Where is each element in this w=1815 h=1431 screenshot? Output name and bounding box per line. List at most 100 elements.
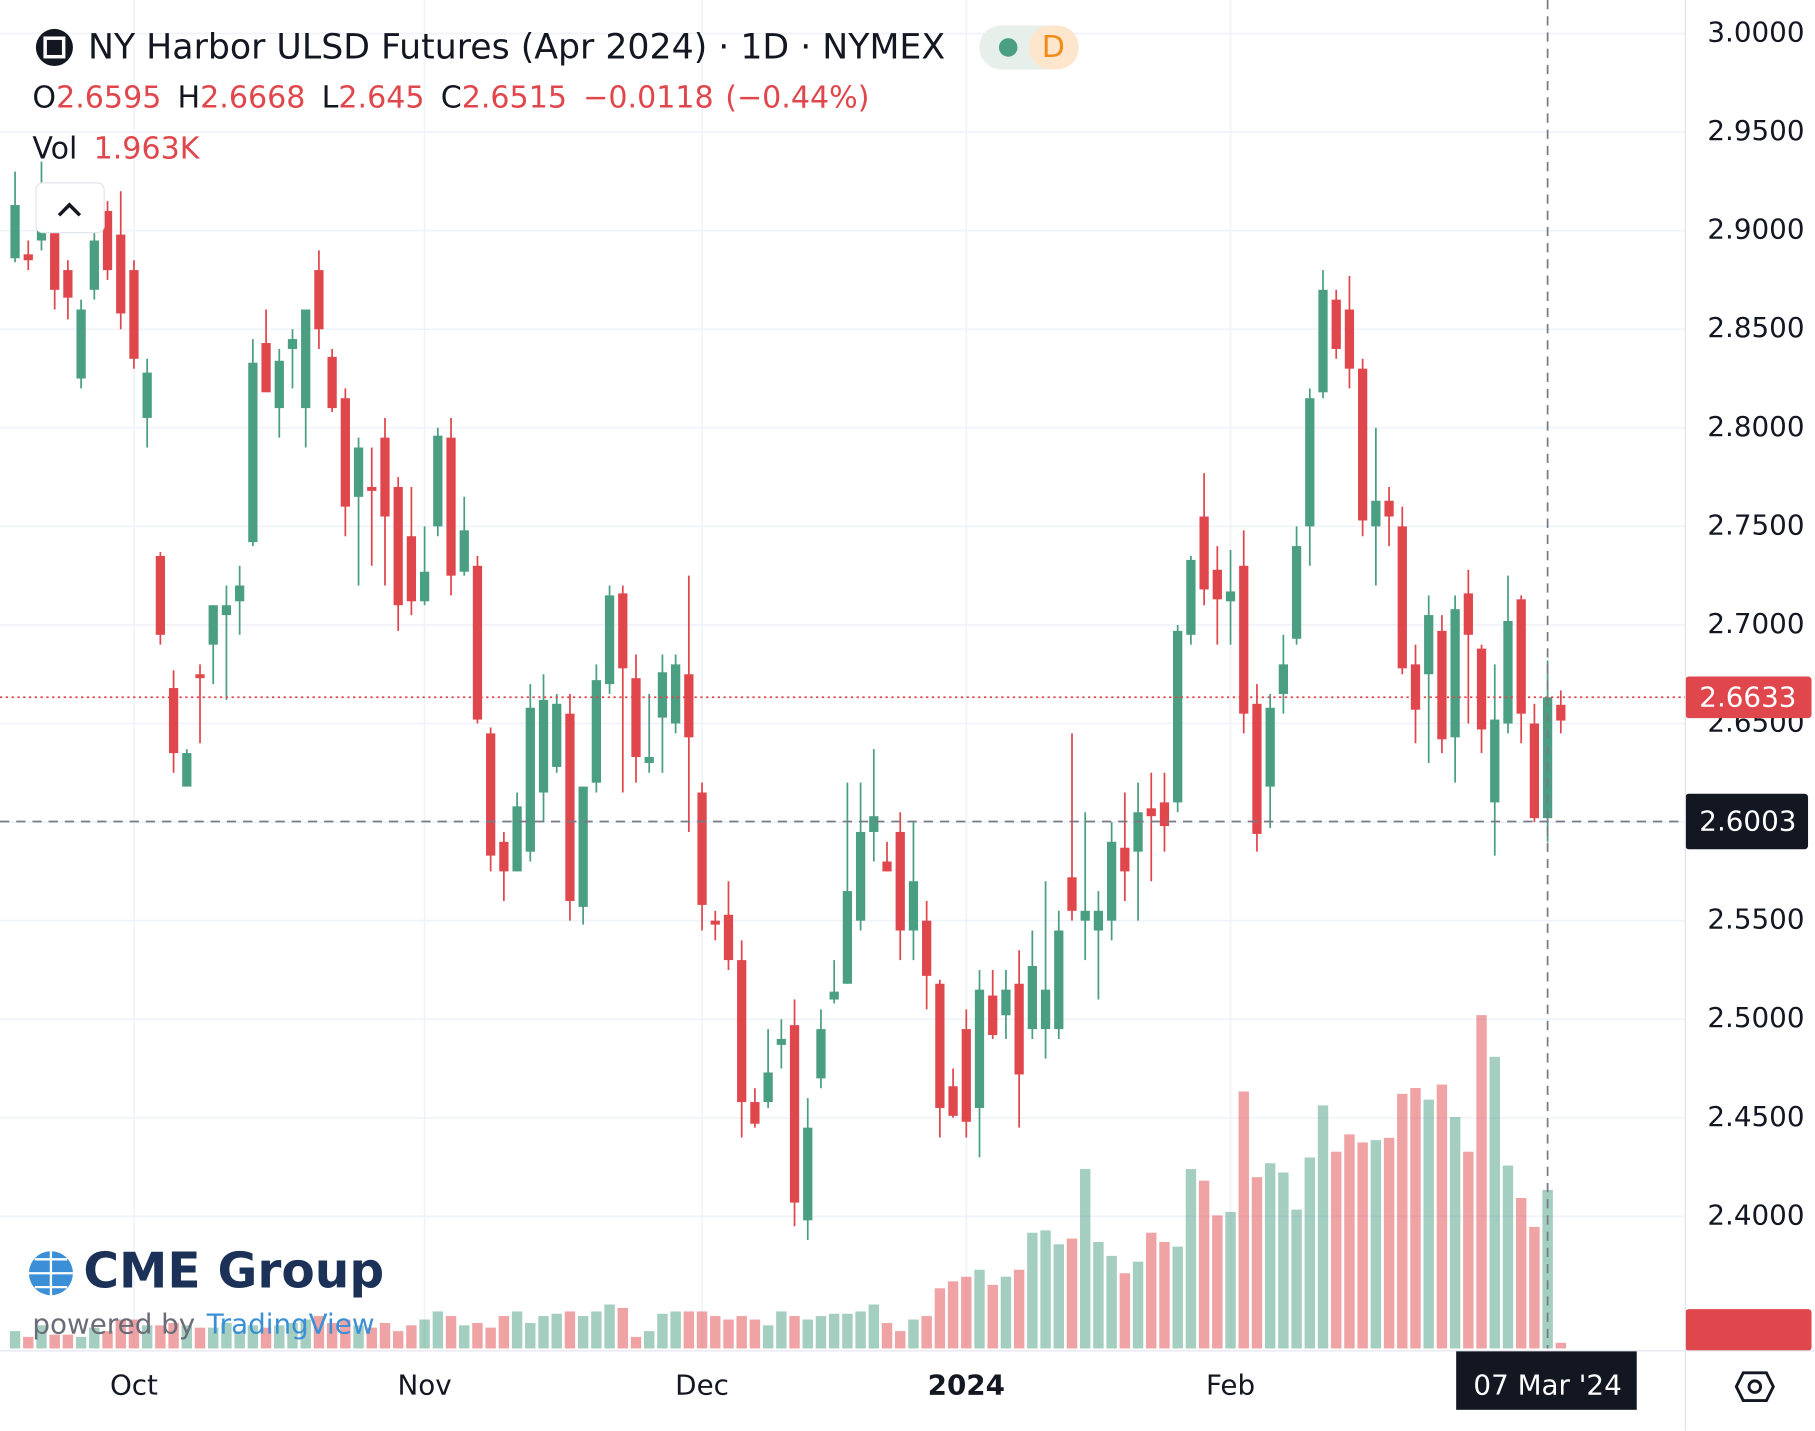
volume-bar [406,1325,417,1349]
settings-icon[interactable] [1734,1371,1775,1403]
candle-body [327,356,337,409]
candle-body [882,861,892,872]
volume-bar [1093,1241,1104,1349]
candle-body [116,234,126,314]
candle-body [552,703,562,767]
candle-body [486,733,496,856]
volume-label: Vol [32,131,77,166]
candle-body [380,437,390,517]
candle-body [367,486,377,491]
candle-body [1358,368,1368,521]
status-dot [998,38,1018,57]
candle-body [1278,664,1289,694]
candle-body [1371,500,1381,527]
volume-bar [194,1327,206,1349]
last-price-label: 2.6633 [1699,680,1796,713]
candle-body [948,1086,958,1116]
volume-bar [234,1331,245,1349]
volume-bar [525,1323,536,1349]
candle-body [195,674,205,679]
volume-bar [895,1331,906,1349]
candle-body [525,707,535,852]
volume-bar [551,1313,562,1349]
volume-bar [749,1319,761,1349]
candle-body [1133,812,1143,852]
volume-bar [1066,1238,1078,1349]
candle-body [1067,877,1077,911]
candle-body [102,210,113,271]
volume-bar [1106,1255,1117,1349]
candle-body [301,309,311,409]
y-tick-label: 3.0000 [1707,16,1804,49]
y-tick-label: 2.7500 [1707,508,1804,541]
candle-body [1186,559,1196,635]
candle-body [1199,516,1209,590]
candle-body [1239,565,1249,714]
volume-bar [1185,1169,1197,1349]
candle-body [340,398,350,507]
candle-body [855,831,866,921]
volume-bar [498,1316,510,1349]
watermark-platform: TradingView [206,1307,375,1340]
volume-bar [141,1325,153,1349]
volume-bar [828,1313,840,1349]
volume-bar [987,1284,998,1349]
volume-bar [1079,1169,1091,1349]
volume-bar [815,1316,827,1349]
candle-body [50,210,60,290]
status-badge [1029,25,1079,70]
candle-body [1529,723,1540,819]
candle-body [895,831,905,931]
volume-bar [1397,1093,1408,1349]
candle-body [1476,648,1487,730]
volume-bar [1410,1088,1421,1349]
watermark-brand: CME Group [83,1243,384,1299]
candle-body [644,757,654,763]
volume-bar [1159,1241,1170,1349]
volume-bar [630,1336,642,1349]
volume-bar [974,1269,985,1349]
volume-bar [208,1327,219,1349]
x-tick-label: Nov [398,1369,452,1402]
candle-body [248,362,258,543]
candle-body [988,995,998,1036]
candle-body [869,816,879,832]
candles [10,161,1566,1241]
candle-body [1318,289,1328,393]
candle-body [565,713,575,901]
volume-bar [221,1323,232,1349]
candle-body [353,447,364,497]
ohlc-value: 2.6668 [200,80,305,115]
volume-bar [1225,1211,1236,1349]
candle-body [459,530,469,572]
x-tick-label: Oct [110,1369,158,1402]
candle-body [393,486,403,606]
volume-bar [789,1316,800,1349]
candle-body [499,841,509,872]
volume-bar [644,1331,655,1349]
volume-bar [657,1313,668,1349]
volume-bar [1476,1015,1487,1349]
crosshair-price-tag [1685,793,1809,850]
crosshair-date-label: 07 Mar '24 [1473,1369,1621,1402]
candle-body [1556,704,1566,721]
candle-body [1490,719,1500,803]
volume-bar [419,1319,430,1349]
candle-body [261,343,271,393]
candle-body [1173,630,1183,803]
volume-bar [1555,1342,1567,1349]
candle-body [1265,707,1275,787]
candle-body [1344,309,1355,369]
candle-body [723,914,734,961]
y-tick-label: 2.8000 [1707,410,1804,443]
volume-bar [1529,1226,1540,1349]
volume-bar [274,1325,285,1349]
candle-body [472,565,483,720]
volume-bar [1040,1230,1051,1349]
volume-bar [947,1281,959,1349]
candle-body [1397,526,1407,669]
volume-bar [538,1316,549,1349]
